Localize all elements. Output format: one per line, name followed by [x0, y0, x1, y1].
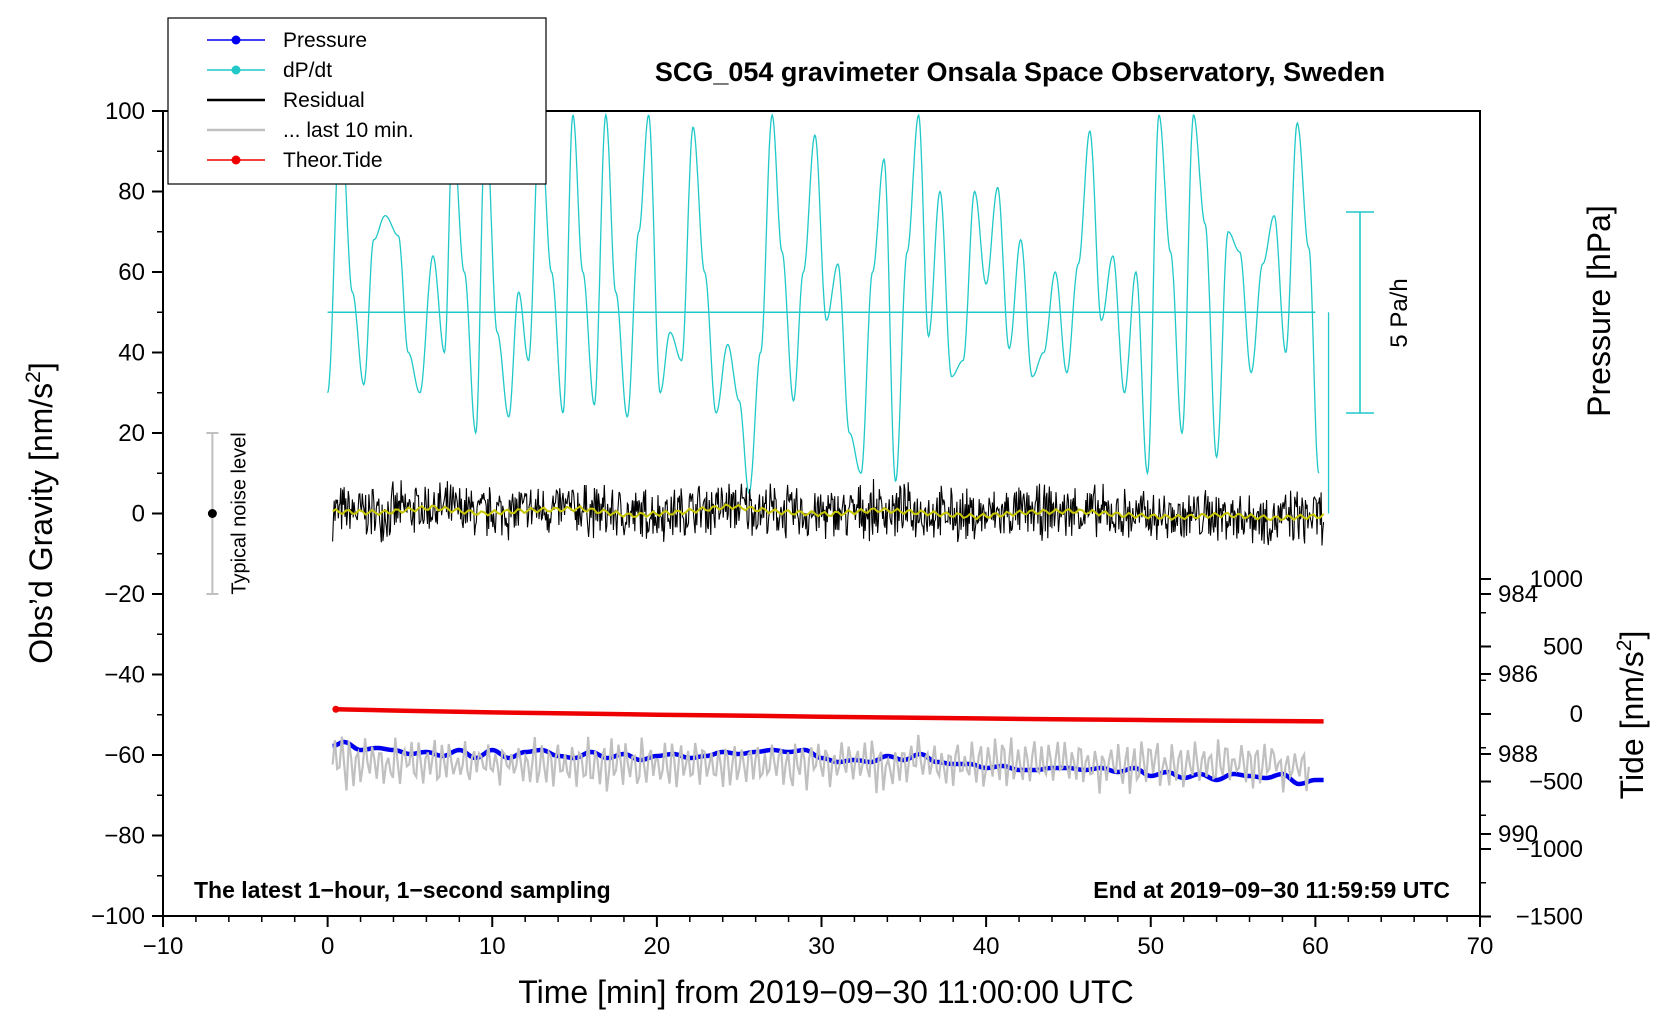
x-tick-label: 60 [1302, 933, 1329, 960]
y-tick-label: 80 [118, 179, 145, 206]
y-tick-label: 0 [132, 501, 145, 528]
tide-series-line [335, 707, 1324, 724]
y-tick-label: −60 [104, 742, 145, 769]
last10min-series-line [331, 734, 1310, 794]
y-tick-label: −20 [104, 581, 145, 608]
x-tick-label: 20 [644, 933, 671, 960]
y-tick-label: 20 [118, 420, 145, 447]
legend-label: dP/dt [283, 59, 332, 82]
tide-start-marker [332, 705, 340, 713]
sampling-note: The latest 1−hour, 1−second sampling [194, 877, 611, 903]
x-tick-label: 30 [808, 933, 835, 960]
x-tick-label: 50 [1137, 933, 1164, 960]
pressure-tick-label: 988 [1498, 741, 1538, 768]
residual-series-line [332, 478, 1325, 546]
rate-scale-label: 5 Pa/h [1386, 278, 1413, 347]
noise-label: Typical noise level [228, 432, 250, 594]
x-axis-label: Time [min] from 2019−09−30 11:00:00 UTC [518, 974, 1133, 1010]
y-tick-label: 60 [118, 259, 145, 286]
x-tick-label: 40 [973, 933, 1000, 960]
tide-tick-label: −1500 [1516, 904, 1583, 931]
x-tick-label: 10 [479, 933, 506, 960]
x-tick-label: 0 [321, 933, 334, 960]
dpdt-series-line [326, 112, 1320, 495]
pressure-tick-label: 986 [1498, 661, 1538, 688]
legend-marker [231, 35, 241, 45]
legend-marker [231, 155, 241, 165]
legend-label: Theor.Tide [283, 149, 383, 172]
tide-tick-label: −1000 [1516, 836, 1583, 863]
x-tick-label: 70 [1467, 933, 1494, 960]
y-tick-label: 100 [105, 98, 145, 125]
y-tick-label: 40 [118, 340, 145, 367]
end-time-note: End at 2019−09−30 11:59:59 UTC [1093, 877, 1450, 903]
y-axis-label-pressure: Pressure [hPa] [1581, 205, 1617, 417]
y-tick-label: −80 [104, 823, 145, 850]
y-axis-label-tide: Tide [nm/s2] [1613, 631, 1650, 800]
tide-tick-label: 500 [1543, 634, 1583, 661]
pressure-tick-label: 984 [1498, 581, 1538, 608]
tide-tick-label: −500 [1529, 769, 1583, 796]
x-tick-label: −10 [143, 933, 184, 960]
legend-label: ... last 10 min. [283, 119, 414, 142]
legend-label: Pressure [283, 29, 367, 52]
y-tick-label: −100 [91, 903, 145, 930]
chart-title: SCG_054 gravimeter Onsala Space Observat… [655, 57, 1385, 87]
pressure-tick-label: 990 [1498, 821, 1538, 848]
y-tick-label: −40 [104, 662, 145, 689]
legend-marker [231, 65, 241, 75]
residual-smoothed-line [332, 503, 1325, 522]
noise-center-dot [207, 509, 217, 518]
pressure-series-line [331, 739, 1326, 787]
legend-label: Residual [283, 89, 365, 112]
y-axis-label-gravity: Obs’d Gravity [nm/s2] [22, 362, 59, 664]
tide-tick-label: 1000 [1530, 566, 1583, 593]
tide-tick-label: 0 [1570, 701, 1583, 728]
